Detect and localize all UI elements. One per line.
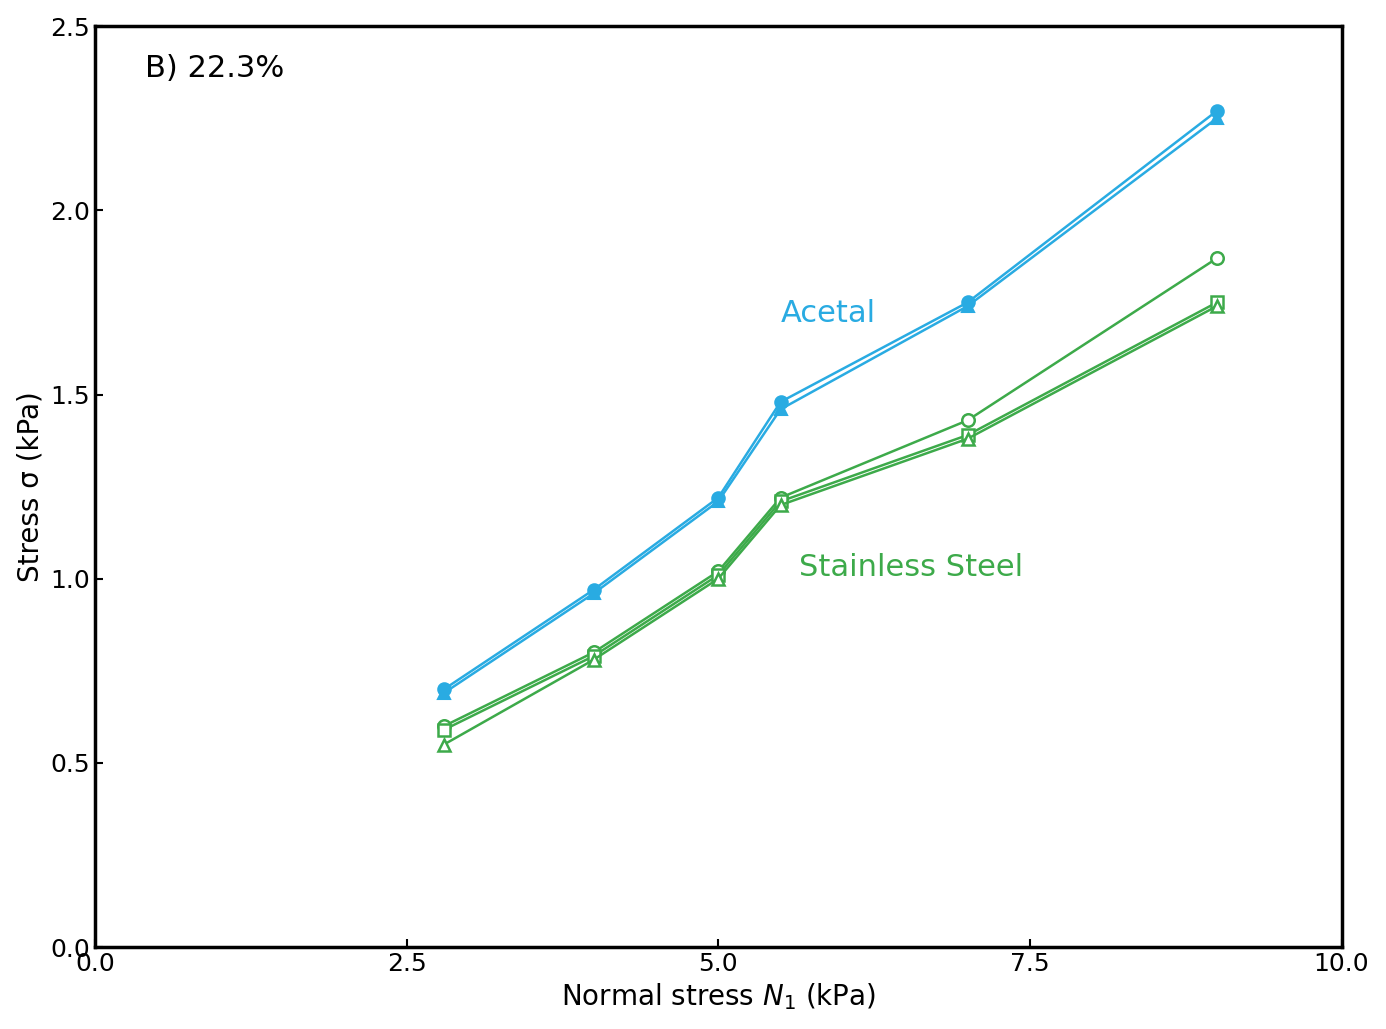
X-axis label: Normal stress $N_1$ (kPa): Normal stress $N_1$ (kPa)	[561, 982, 876, 1013]
Text: B) 22.3%: B) 22.3%	[144, 54, 284, 82]
Text: Stainless Steel: Stainless Steel	[800, 554, 1023, 582]
Text: Acetal: Acetal	[780, 299, 876, 328]
Y-axis label: Stress σ (kPa): Stress σ (kPa)	[17, 391, 44, 582]
